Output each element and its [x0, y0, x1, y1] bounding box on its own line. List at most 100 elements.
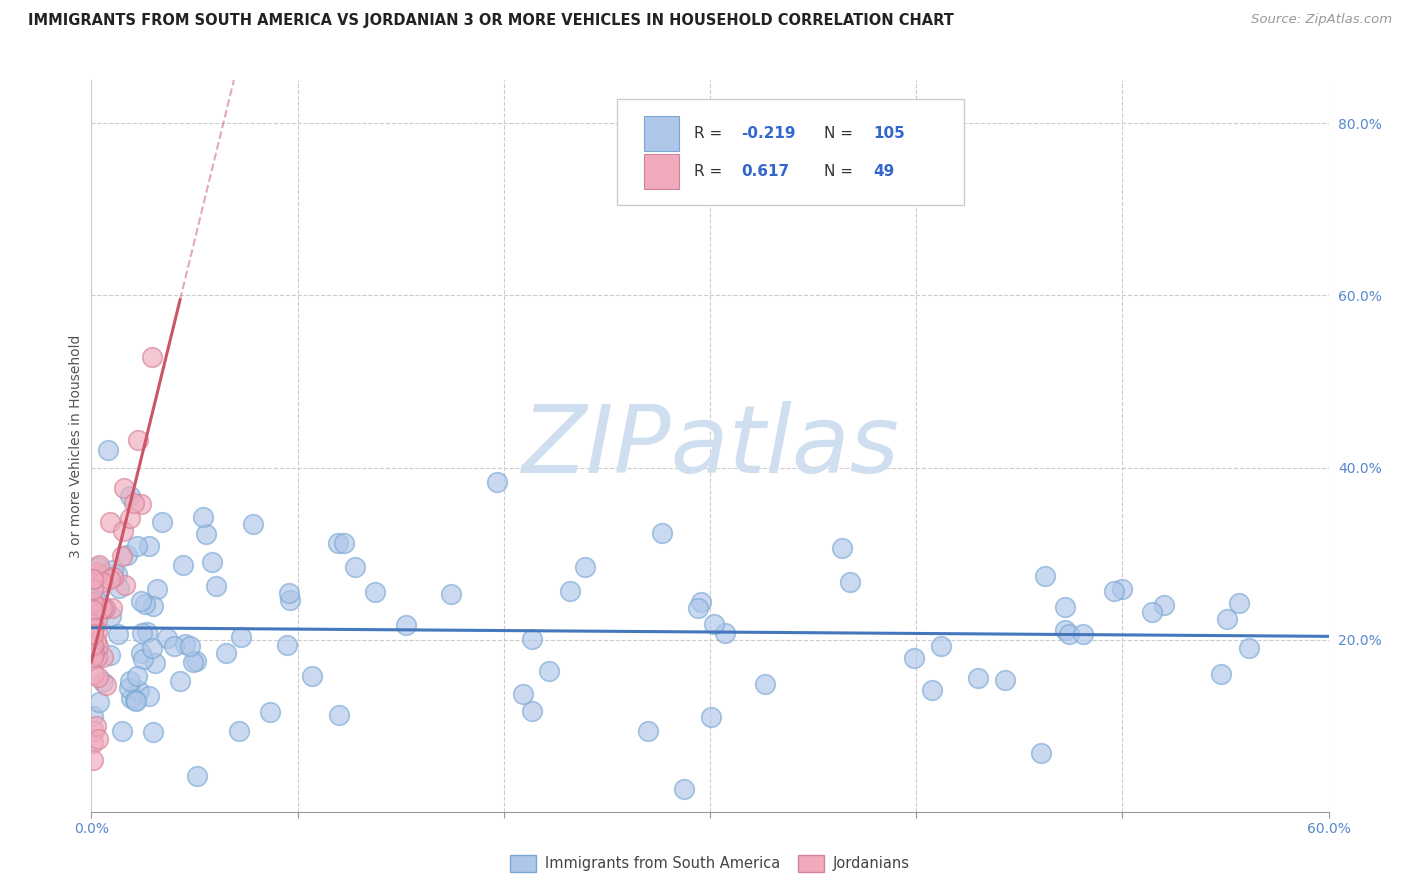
Point [110, 549, 132, 563]
Point [440, 587, 463, 601]
Point [82, 708, 104, 723]
Point [111, 723, 134, 738]
Point [86, 731, 108, 746]
Point [1216, 612, 1239, 626]
Point [122, 496, 145, 510]
Point [714, 625, 737, 640]
Point [112, 524, 135, 538]
Point [125, 540, 148, 554]
Point [1227, 597, 1250, 611]
Point [1031, 746, 1053, 760]
Text: N =: N = [824, 164, 858, 179]
Point [91, 575, 114, 590]
Point [686, 601, 709, 615]
Text: ZIPatlas: ZIPatlas [522, 401, 898, 491]
Point [673, 782, 696, 797]
Point [169, 674, 191, 689]
Point [112, 481, 135, 495]
Legend: Immigrants from South America, Jordanians: Immigrants from South America, Jordanian… [505, 849, 915, 878]
Point [118, 674, 141, 689]
Point [136, 624, 159, 639]
Point [86, 593, 108, 607]
Point [82, 572, 104, 586]
Point [100, 600, 122, 615]
Point [703, 616, 725, 631]
Point [82, 623, 104, 637]
Point [512, 687, 534, 701]
Point [127, 433, 149, 447]
Point [138, 689, 160, 703]
Point [82, 582, 104, 597]
Point [1033, 569, 1056, 583]
Point [132, 652, 155, 666]
Point [967, 671, 990, 685]
Point [100, 609, 122, 624]
Point [179, 639, 201, 653]
Point [82, 736, 104, 750]
Point [156, 631, 179, 645]
Y-axis label: 3 or more Vehicles in Household: 3 or more Vehicles in Household [69, 334, 83, 558]
Point [1140, 605, 1163, 619]
Point [118, 681, 141, 695]
Point [172, 558, 194, 573]
Point [101, 563, 124, 577]
Point [84, 719, 107, 733]
Point [344, 560, 367, 574]
Point [108, 581, 131, 595]
Point [124, 694, 146, 708]
Point [120, 690, 142, 705]
Point [191, 509, 214, 524]
Point [87, 560, 110, 574]
Point [86, 649, 108, 664]
Point [186, 654, 208, 668]
Point [194, 527, 217, 541]
Point [89, 695, 111, 709]
Point [141, 599, 163, 613]
Point [82, 645, 104, 659]
Point [101, 570, 124, 584]
Point [278, 593, 301, 607]
Point [131, 625, 153, 640]
Point [107, 627, 129, 641]
Point [174, 637, 197, 651]
Point [128, 684, 150, 698]
Point [83, 647, 105, 661]
Point [558, 583, 581, 598]
Point [520, 704, 543, 718]
Point [1102, 583, 1125, 598]
Point [93, 601, 115, 615]
Point [150, 515, 173, 529]
Point [1153, 598, 1175, 612]
Point [83, 723, 105, 738]
Point [124, 693, 146, 707]
Point [96, 677, 118, 691]
Point [929, 639, 952, 653]
Point [87, 639, 110, 653]
Point [86, 587, 108, 601]
Bar [644, 154, 679, 189]
Point [395, 617, 418, 632]
Point [1237, 641, 1260, 656]
Point [205, 579, 228, 593]
Point [259, 705, 281, 719]
Point [82, 595, 104, 609]
Point [163, 640, 186, 654]
Text: Source: ZipAtlas.com: Source: ZipAtlas.com [1251, 13, 1392, 27]
Text: 0.617: 0.617 [741, 164, 789, 179]
Bar [644, 116, 679, 152]
Point [91, 650, 114, 665]
Point [142, 724, 165, 739]
Point [903, 650, 925, 665]
Point [333, 536, 356, 550]
Point [921, 683, 943, 698]
Point [97, 443, 120, 458]
Point [84, 598, 107, 612]
Point [98, 648, 121, 663]
Point [127, 669, 149, 683]
Point [1053, 624, 1076, 638]
Point [82, 646, 104, 660]
Point [242, 516, 264, 531]
Point [485, 475, 508, 490]
FancyBboxPatch shape [617, 99, 963, 204]
Point [143, 657, 166, 671]
